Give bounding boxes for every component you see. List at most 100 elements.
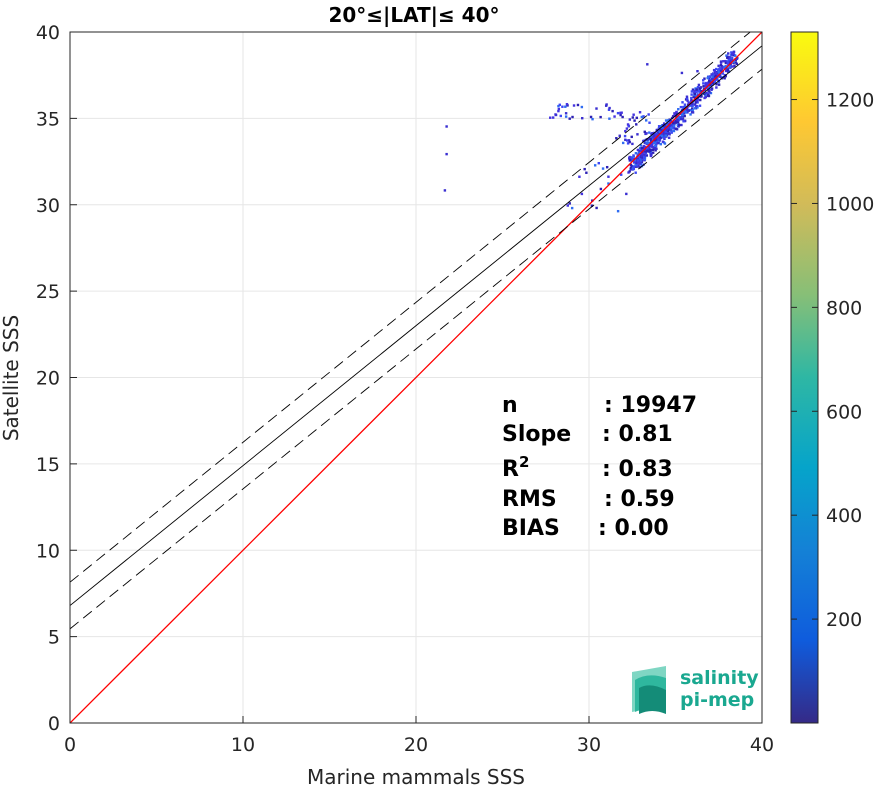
density-cell <box>599 115 602 119</box>
density-cell <box>595 107 598 110</box>
density-cell <box>628 158 632 162</box>
stat-label: R2 <box>502 453 529 482</box>
density-cell <box>724 59 727 63</box>
density-cell <box>630 157 634 160</box>
density-cell <box>595 206 598 210</box>
density-cell <box>616 111 620 115</box>
density-cell <box>570 206 574 210</box>
density-cell <box>651 132 654 135</box>
density-cell <box>654 149 657 152</box>
density-cell <box>640 115 644 119</box>
density-cell <box>613 115 616 118</box>
density-cell <box>654 134 658 138</box>
density-cell <box>723 77 726 80</box>
density-cell <box>599 187 603 191</box>
density-cell <box>664 131 668 134</box>
density-cell <box>565 103 569 106</box>
density-cell <box>699 89 703 93</box>
density-cell <box>623 134 627 138</box>
density-cell <box>638 147 642 150</box>
density-cell <box>703 77 706 80</box>
density-cell <box>717 70 720 73</box>
density-cell <box>713 79 716 83</box>
density-cell <box>695 88 698 91</box>
outlier-cell <box>445 152 448 156</box>
density-cell <box>583 167 586 171</box>
wave-logo-icon <box>632 666 666 714</box>
density-cell <box>564 112 568 115</box>
density-cell <box>655 138 658 141</box>
density-cell <box>635 161 638 165</box>
density-cell <box>621 141 625 145</box>
density-cell <box>645 141 648 144</box>
density-cell <box>709 91 713 95</box>
density-cell <box>645 132 648 135</box>
density-cell <box>697 90 701 93</box>
density-cell <box>692 91 696 94</box>
density-cell <box>605 165 609 169</box>
density-cell <box>640 154 643 158</box>
density-cell <box>676 123 680 126</box>
density-cell <box>732 65 735 68</box>
density-cell <box>685 97 689 101</box>
density-cell <box>698 87 702 90</box>
density-cell <box>615 137 618 140</box>
stat-value: : 0.00 <box>598 516 669 541</box>
density-cell <box>676 118 679 122</box>
density-cell <box>578 175 581 178</box>
density-cell <box>619 173 623 176</box>
density-cell <box>683 103 687 106</box>
density-cell <box>689 104 692 107</box>
colorbar-tick-label: 1000 <box>826 193 874 215</box>
stat-value: : 19947 <box>604 393 697 418</box>
density-cell <box>638 166 641 169</box>
density-cell <box>692 95 695 99</box>
density-cell <box>627 139 631 142</box>
density-cell <box>650 135 653 139</box>
density-cell <box>707 81 710 84</box>
y-tick-label: 35 <box>36 108 60 130</box>
density-cell <box>636 133 639 136</box>
density-cell <box>629 166 633 170</box>
density-cell <box>691 101 694 104</box>
density-cell <box>727 52 730 55</box>
density-cell <box>624 138 627 141</box>
density-cell <box>647 150 650 153</box>
density-cell <box>703 96 706 100</box>
density-cell <box>690 110 694 114</box>
density-cell <box>734 61 737 64</box>
density-cell <box>654 144 657 148</box>
density-cell <box>663 142 667 145</box>
density-cell <box>629 163 633 167</box>
density-cell <box>709 83 712 87</box>
density-cell <box>682 112 686 115</box>
density-cell <box>725 69 728 73</box>
colorbar-tick-label: 600 <box>826 401 862 423</box>
density-cell <box>717 83 721 86</box>
density-cell <box>665 128 668 132</box>
density-cell <box>683 119 687 123</box>
density-cell <box>726 56 729 59</box>
density-cell <box>656 137 660 140</box>
y-tick-label: 5 <box>48 627 60 649</box>
density-cell <box>593 164 597 167</box>
density-cell <box>668 124 671 127</box>
density-cell <box>690 93 693 96</box>
x-tick-label: 0 <box>64 734 76 756</box>
density-cell <box>715 83 718 86</box>
density-cell <box>664 134 668 137</box>
density-cell <box>659 142 663 146</box>
density-cell <box>625 192 628 196</box>
density-cell <box>696 85 700 89</box>
density-cell <box>669 119 673 123</box>
density-cell <box>557 109 560 113</box>
density-cell <box>690 90 694 93</box>
density-cell <box>672 127 675 130</box>
density-cell <box>710 84 714 87</box>
density-cell <box>695 99 699 103</box>
density-cell <box>628 140 631 144</box>
density-cell <box>658 130 662 134</box>
density-cell <box>650 132 653 136</box>
density-cell <box>650 139 653 142</box>
density-cell <box>634 163 637 167</box>
